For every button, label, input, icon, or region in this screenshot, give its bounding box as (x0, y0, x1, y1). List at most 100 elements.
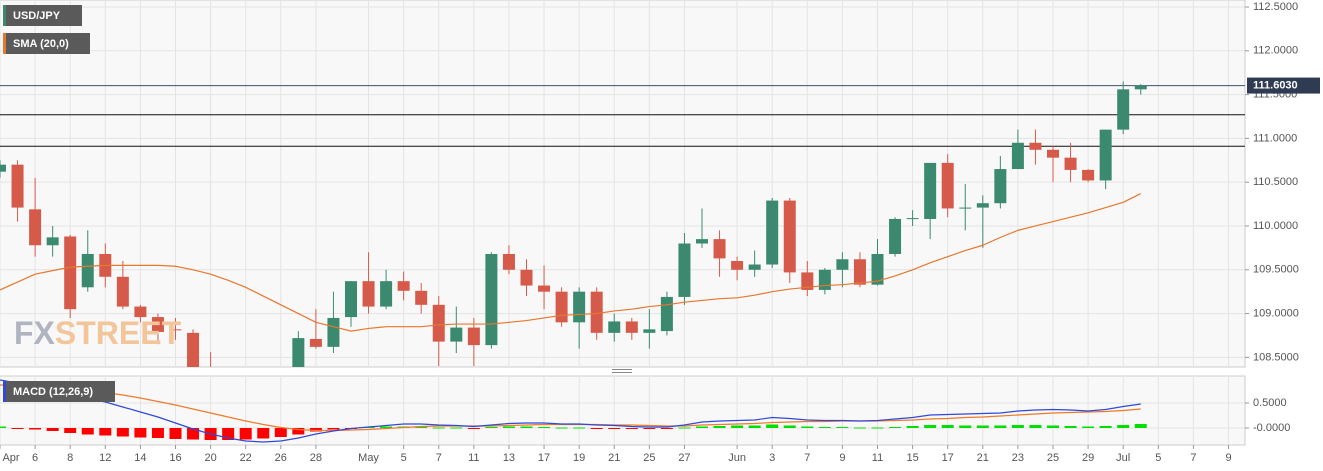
candle-body (660, 296, 673, 332)
histogram-bar (1011, 425, 1024, 428)
candle-body (941, 162, 954, 209)
x-tick-label: 7 (436, 452, 442, 464)
legend-label: MACD (12,26,9) (13, 386, 93, 398)
candle-body (573, 291, 586, 323)
legend-label: SMA (20,0) (13, 38, 69, 50)
histogram-bar (853, 427, 866, 429)
legend-label: USD/JPY (13, 10, 61, 22)
candle-body (924, 162, 937, 219)
candle-body (889, 218, 902, 255)
watermark-fx-text: FX (14, 315, 56, 351)
candle-body (327, 317, 340, 347)
histogram-bar (327, 428, 340, 430)
x-tick-label: 23 (1012, 452, 1024, 464)
candle-body (731, 261, 744, 270)
candle-body (520, 269, 533, 286)
candle-body (1099, 129, 1112, 181)
candle-body (397, 281, 410, 291)
histogram-bar (1029, 425, 1042, 428)
x-tick-label: 14 (134, 452, 146, 464)
histogram-bar (678, 427, 691, 429)
histogram-bar (555, 427, 568, 429)
candle-body (801, 272, 814, 290)
x-tick-label: 7 (804, 452, 810, 464)
histogram-bar (11, 428, 24, 429)
watermark: FXSTREET (14, 315, 182, 351)
candle-body (994, 169, 1007, 204)
candle-body (380, 281, 393, 307)
x-tick-label: 26 (275, 452, 287, 464)
y-tick-label: -0.0000 (1253, 422, 1290, 434)
x-tick-label: 19 (573, 452, 585, 464)
histogram-bar (0, 426, 6, 428)
watermark-street-text: STREET (55, 315, 182, 351)
candle-body (836, 259, 849, 270)
candle-body (81, 254, 94, 288)
histogram-bar (1047, 425, 1059, 428)
x-tick-label: 7 (1190, 452, 1196, 464)
candle-body (1011, 142, 1024, 170)
histogram-bar (801, 426, 814, 428)
legend-swatch (3, 5, 6, 26)
histogram-bar (625, 428, 638, 429)
candle-body (608, 321, 621, 333)
x-tick-label: 11 (468, 452, 479, 464)
candle-body (432, 304, 445, 342)
histogram-bar (731, 425, 744, 428)
x-tick-label: 20 (204, 452, 216, 464)
candle-body (415, 290, 428, 305)
x-tick-label: 9 (839, 452, 845, 464)
x-tick-label: 11 (872, 452, 883, 464)
candle-body (590, 291, 603, 333)
x-tick-label: 13 (503, 452, 515, 464)
histogram-bar (924, 425, 937, 428)
histogram-bar (783, 425, 796, 428)
candle-body (362, 281, 375, 307)
candle-body (748, 264, 761, 270)
histogram-bar (309, 428, 322, 432)
y-tick-label: 0.5000 (1253, 397, 1287, 409)
candle-body (625, 321, 638, 333)
histogram-bar (1099, 426, 1112, 428)
candle-body (46, 237, 59, 246)
legend-box (3, 33, 90, 54)
histogram-bar (1064, 426, 1077, 428)
candle-body (187, 332, 200, 367)
legend: USD/JPY SMA (20,0) MACD (12,26,9) (3, 5, 115, 402)
x-tick-label: 25 (643, 452, 655, 464)
y-tick-label: 108.5000 (1253, 351, 1299, 363)
histogram-bar (608, 428, 621, 429)
price-tag-box (1247, 77, 1320, 94)
histogram-bar (871, 427, 884, 429)
x-tick-label: 12 (99, 452, 111, 464)
candle-body (643, 329, 656, 333)
histogram-bar (81, 428, 94, 435)
histogram-bar (1117, 425, 1130, 428)
candle-body (11, 164, 24, 208)
candle-body (713, 239, 726, 259)
histogram-bar (99, 428, 112, 436)
candle-body (1064, 157, 1077, 170)
candle-body (766, 200, 779, 265)
histogram-bar (660, 428, 673, 429)
y-tick-label: 112.0000 (1253, 45, 1298, 57)
histogram-bar (187, 428, 200, 440)
x-tick-label: Apr (2, 452, 19, 464)
candle-body (818, 269, 831, 290)
y-tick-label: 110.0000 (1253, 220, 1298, 232)
histogram-bar (134, 428, 147, 438)
candle-body (151, 317, 164, 332)
candle-body (959, 207, 972, 209)
candle-body (678, 243, 691, 297)
x-tick-label: 16 (169, 452, 181, 464)
macd-line (0, 379, 1141, 443)
price-panel (0, 0, 1246, 368)
price-tag: 111.6030 (1247, 77, 1320, 94)
sma-line (0, 193, 1142, 332)
candle-body (450, 327, 463, 342)
histogram-bar (485, 427, 498, 428)
candle-body (1117, 89, 1130, 130)
x-tick-label: May (358, 452, 379, 464)
candle-body (169, 329, 182, 331)
x-tick-label: 9 (1225, 452, 1231, 464)
